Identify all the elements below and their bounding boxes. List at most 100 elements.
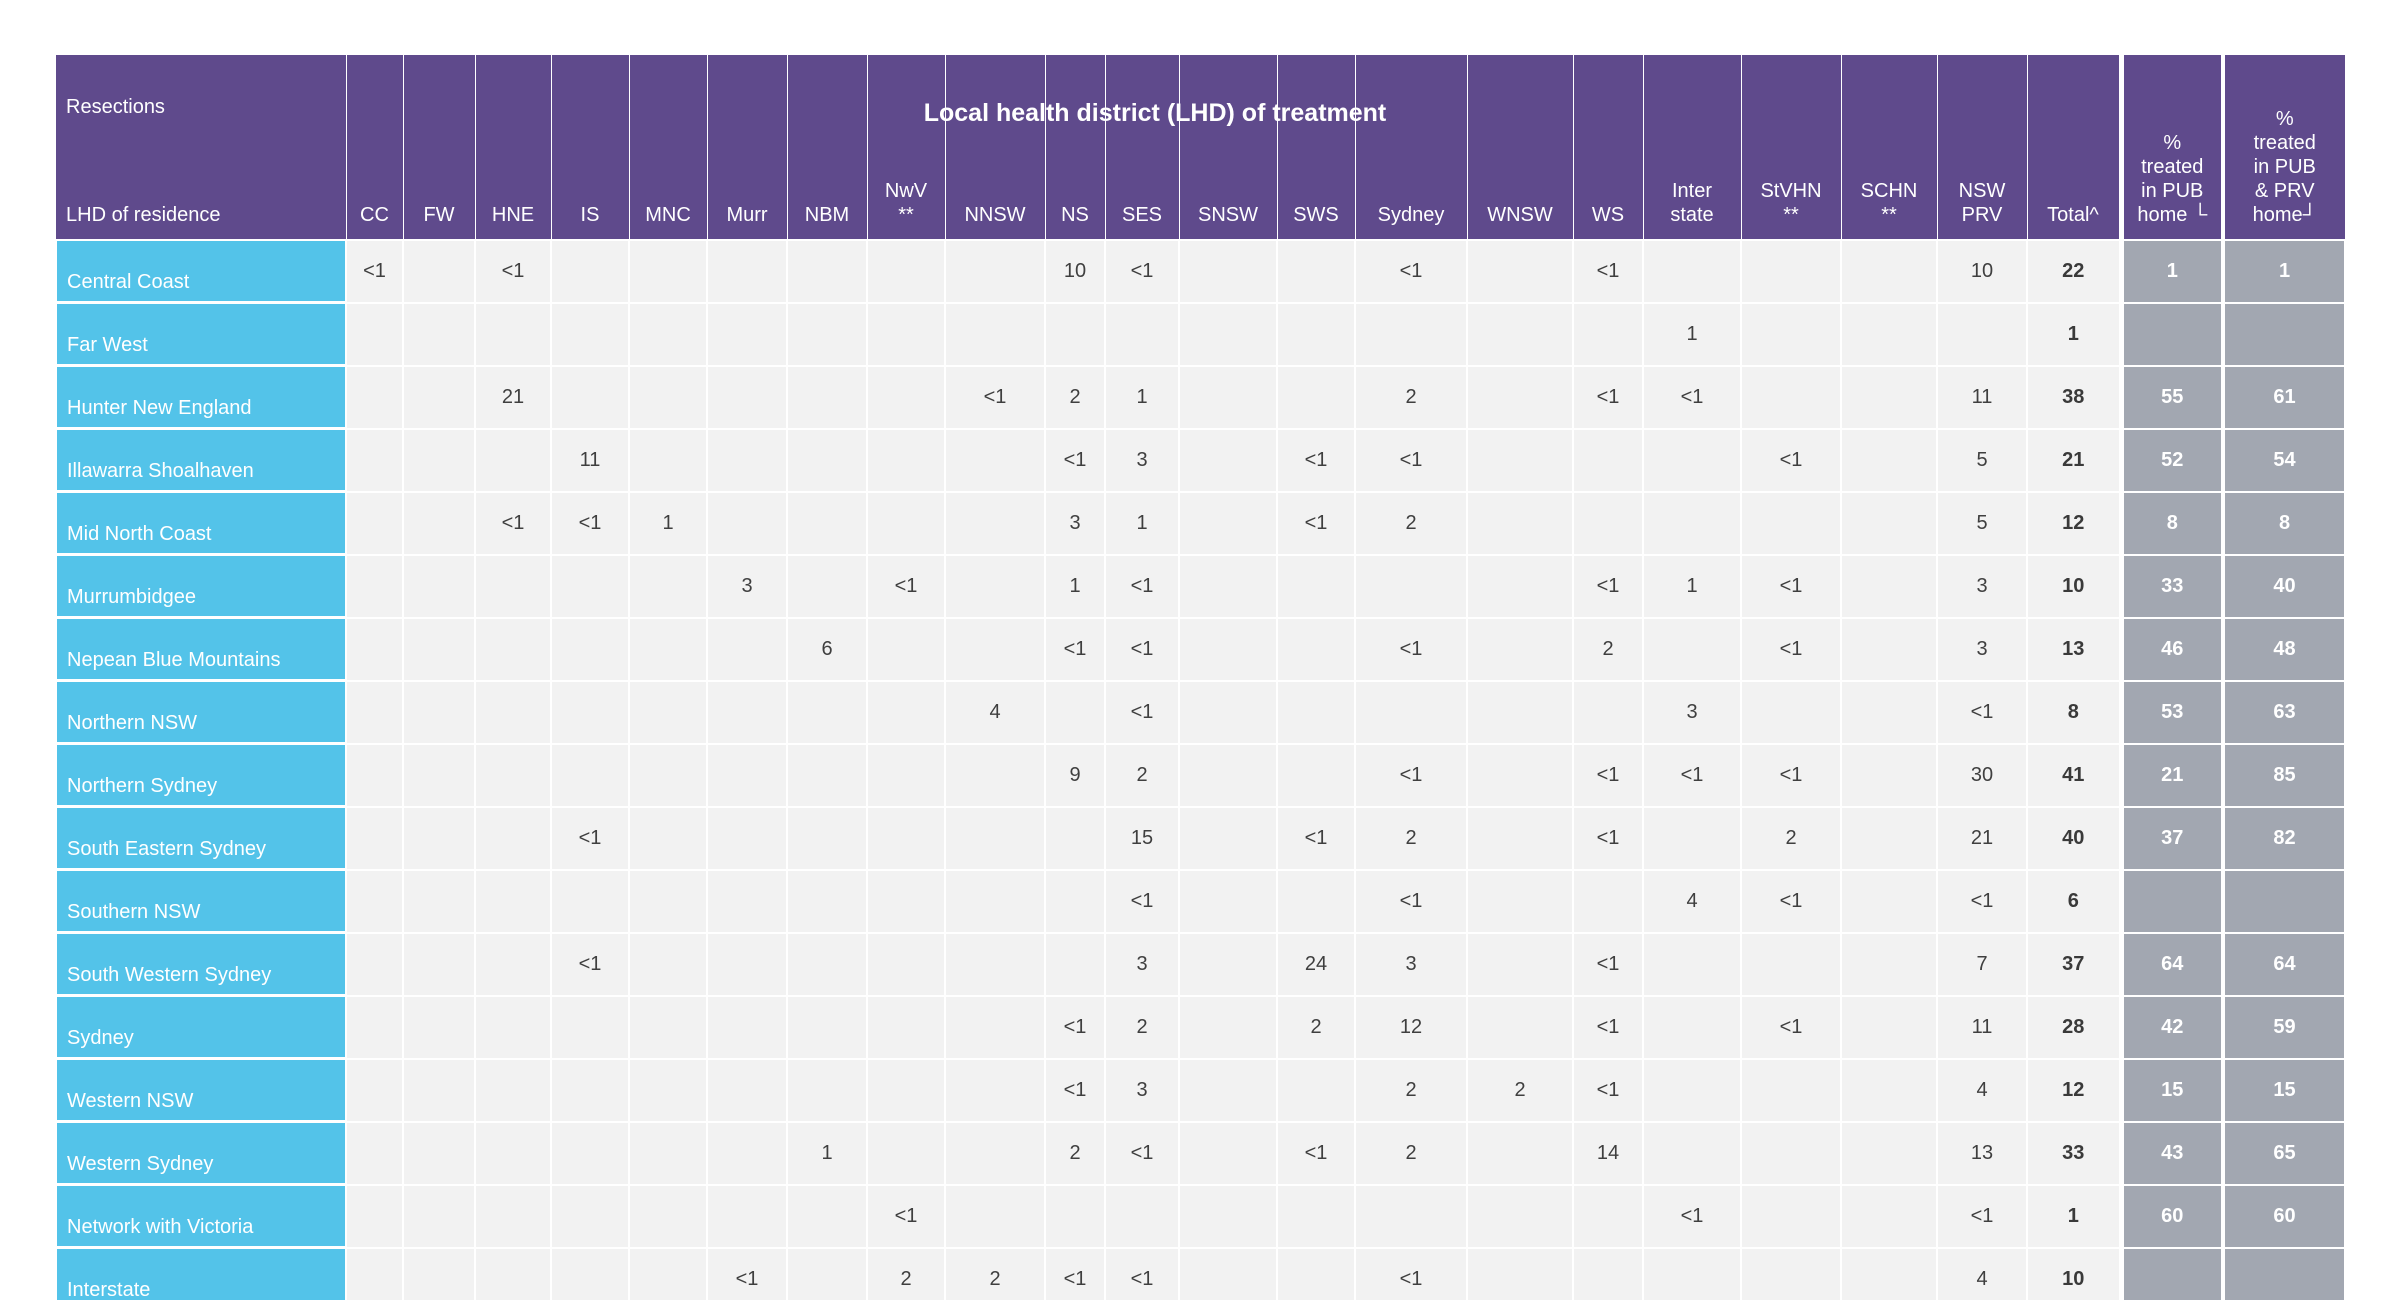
cell-pct-pub-home: 64 — [2118, 931, 2224, 997]
table-title: Resections — [66, 96, 165, 118]
cell-pct-pub-home: 42 — [2118, 994, 2224, 1060]
cell-ns: 10 — [1044, 239, 1106, 304]
cell-nsw-prv: 13 — [1936, 1120, 2028, 1186]
cell-pct-pub-home: 60 — [2118, 1183, 2224, 1249]
cell-nbm — [786, 490, 868, 556]
cell-mnc — [628, 616, 708, 682]
cell-ses: 2 — [1104, 742, 1180, 808]
cell-nwv: <1 — [866, 1183, 946, 1249]
cell-sydney: 3 — [1354, 931, 1468, 997]
cell-hne: 21 — [474, 364, 552, 430]
cell-schn — [1840, 553, 1938, 619]
cell-sws — [1276, 1183, 1356, 1249]
cell-ns — [1044, 679, 1106, 745]
cell-is — [550, 239, 630, 304]
cell-total: 8 — [2026, 679, 2122, 745]
table-row: Nepean Blue Mountains 6 <1 <1 <1 2 <1 3 13 46 48 — [55, 616, 2346, 682]
cell-mnc — [628, 301, 708, 367]
row-label: Illawarra Shoalhaven — [55, 427, 347, 493]
cell-sws — [1276, 679, 1356, 745]
cell-snsw — [1178, 490, 1278, 556]
cell-nnsw: 2 — [944, 1246, 1046, 1300]
cell-stvhn: <1 — [1740, 616, 1842, 682]
cell-snsw — [1178, 427, 1278, 493]
cell-nwv — [866, 868, 946, 934]
cell-snsw — [1178, 364, 1278, 430]
table-row: South Eastern Sydney <1 15 <1 2 <1 2 21 40 37 82 — [55, 805, 2346, 871]
cell-interstate: 3 — [1642, 679, 1742, 745]
cell-pct-pub-prv-home: 15 — [2221, 1057, 2346, 1123]
cell-interstate — [1642, 490, 1742, 556]
cell-mnc — [628, 553, 708, 619]
cell-total: 37 — [2026, 931, 2122, 997]
cell-murr — [706, 490, 788, 556]
cell-sws — [1276, 553, 1356, 619]
cell-hne — [474, 931, 552, 997]
cell-is — [550, 679, 630, 745]
cell-sydney: <1 — [1354, 1246, 1468, 1300]
cell-stvhn: <1 — [1740, 994, 1842, 1060]
cell-nsw-prv: <1 — [1936, 1183, 2028, 1249]
cell-stvhn: 2 — [1740, 805, 1842, 871]
cell-is — [550, 364, 630, 430]
cell-pct-pub-prv-home: 85 — [2221, 742, 2346, 808]
cell-mnc — [628, 427, 708, 493]
cell-cc — [345, 1120, 404, 1186]
cell-sydney: <1 — [1354, 742, 1468, 808]
cell-cc — [345, 742, 404, 808]
cell-is: <1 — [550, 490, 630, 556]
cell-nwv — [866, 1057, 946, 1123]
col-header-ws: WS — [1573, 55, 1644, 240]
col-header-total: Total^ — [2027, 55, 2122, 240]
cell-mnc — [628, 1120, 708, 1186]
row-label: Hunter New England — [55, 364, 347, 430]
cell-stvhn — [1740, 931, 1842, 997]
cell-stvhn — [1740, 1183, 1842, 1249]
cell-cc — [345, 679, 404, 745]
cell-nbm — [786, 805, 868, 871]
cell-hne — [474, 805, 552, 871]
cell-interstate — [1642, 805, 1742, 871]
cell-pct-pub-home: 46 — [2118, 616, 2224, 682]
cell-is — [550, 868, 630, 934]
cell-ws — [1572, 1183, 1644, 1249]
cell-ses — [1104, 1183, 1180, 1249]
cell-ns: <1 — [1044, 1246, 1106, 1300]
cell-pct-pub-home: 33 — [2118, 553, 2224, 619]
col-header-wnsw: WNSW — [1467, 55, 1574, 240]
cell-hne — [474, 301, 552, 367]
cell-sydney: <1 — [1354, 616, 1468, 682]
cell-pct-pub-home: 21 — [2118, 742, 2224, 808]
cell-fw — [402, 427, 476, 493]
cell-mnc — [628, 742, 708, 808]
cell-interstate: 1 — [1642, 553, 1742, 619]
cell-interstate: 4 — [1642, 868, 1742, 934]
cell-nbm — [786, 553, 868, 619]
cell-fw — [402, 805, 476, 871]
cell-sws — [1276, 742, 1356, 808]
cell-nwv — [866, 301, 946, 367]
cell-nbm — [786, 994, 868, 1060]
cell-nwv: <1 — [866, 553, 946, 619]
cell-wnsw — [1466, 490, 1574, 556]
col-header-is: IS — [551, 55, 630, 240]
cell-ns — [1044, 805, 1106, 871]
cell-fw — [402, 1183, 476, 1249]
cell-is — [550, 301, 630, 367]
cell-nsw-prv: <1 — [1936, 868, 2028, 934]
cell-sydney: <1 — [1354, 239, 1468, 304]
cell-wnsw — [1466, 994, 1574, 1060]
table-row: Hunter New England 21 <1 2 1 2 <1 <1 11 38 55 61 — [55, 364, 2346, 430]
cell-snsw — [1178, 931, 1278, 997]
cell-nsw-prv: 7 — [1936, 931, 2028, 997]
cell-hne: <1 — [474, 239, 552, 304]
cell-sws: <1 — [1276, 1120, 1356, 1186]
row-label: Southern NSW — [55, 868, 347, 934]
cell-sydney — [1354, 553, 1468, 619]
cell-nsw-prv: 5 — [1936, 427, 2028, 493]
cell-sws: 24 — [1276, 931, 1356, 997]
cell-pct-pub-prv-home — [2221, 301, 2346, 367]
cell-cc — [345, 1183, 404, 1249]
row-dimension-label: LHD of residence — [66, 204, 221, 226]
cell-wnsw — [1466, 868, 1574, 934]
